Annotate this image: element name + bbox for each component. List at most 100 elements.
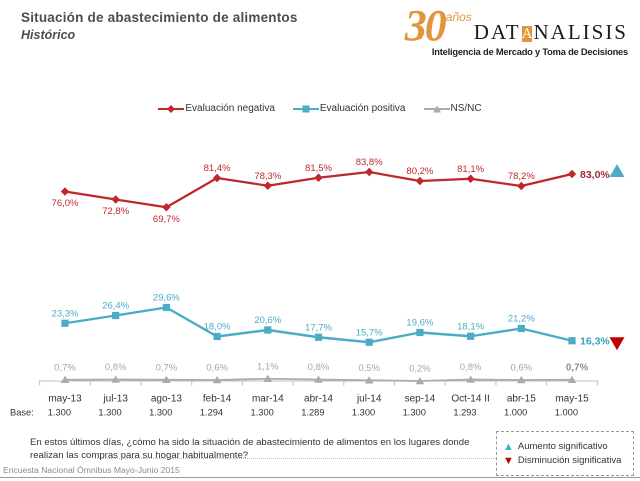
legend-triangle-icon bbox=[423, 105, 450, 112]
square-marker bbox=[162, 303, 170, 312]
logo-a-box-icon: A bbox=[521, 26, 533, 42]
data-label: 18,1% bbox=[457, 321, 484, 332]
series-2: 0,7% 0,8% 0,7% 0,6% 1,1% 0,8% 0,5% 0,2% 0,8% 0,6%… bbox=[54, 361, 589, 385]
diamond-marker bbox=[314, 173, 323, 182]
base-value: 1.300 bbox=[48, 408, 71, 418]
category-label: mar-14 bbox=[252, 394, 284, 405]
square-marker bbox=[213, 332, 221, 341]
base-value: 1.000 bbox=[555, 408, 578, 418]
triangle-marker bbox=[364, 376, 374, 384]
data-label: 83,0% bbox=[580, 169, 610, 181]
triangle-marker bbox=[162, 375, 171, 383]
legend-label: Evaluación positiva bbox=[319, 103, 406, 114]
data-label: 17,7% bbox=[305, 322, 332, 333]
data-label: 78,3% bbox=[254, 171, 281, 182]
significance-up-label: Aumento significativo bbox=[517, 441, 608, 452]
data-label: 15,7% bbox=[356, 327, 383, 338]
category-label: sep-14 bbox=[405, 394, 436, 405]
diamond-marker bbox=[111, 195, 120, 204]
data-label: 0,7% bbox=[54, 362, 76, 373]
triangle-marker bbox=[415, 377, 425, 385]
triangle-up-icon: ▲ bbox=[503, 440, 514, 453]
significance-up-item: ▲ Aumento significativo bbox=[503, 441, 633, 452]
dotted-divider bbox=[95, 458, 496, 459]
series-0: 76,0% 72,8% 69,7% 81,4% 78,3% 81,5% 83,8% 80,2%… bbox=[52, 157, 611, 225]
bottom-divider bbox=[0, 477, 640, 478]
data-label: 23,3% bbox=[52, 308, 79, 319]
base-value: 1.300 bbox=[149, 408, 172, 418]
category-label: jul-13 bbox=[102, 394, 128, 405]
triangle-marker bbox=[111, 375, 120, 383]
logo-name-part1: DAT bbox=[473, 20, 521, 44]
data-label: 81,4% bbox=[204, 163, 231, 174]
data-label: 26,4% bbox=[102, 301, 129, 312]
triangle-marker bbox=[263, 374, 273, 382]
diamond-marker bbox=[517, 181, 526, 191]
legend-label: NS/NC bbox=[450, 103, 482, 114]
square-marker bbox=[365, 338, 373, 346]
legend-square-icon bbox=[292, 105, 319, 112]
survey-question: En estos últimos días, ¿cómo ha sido la … bbox=[30, 437, 470, 461]
legend-item-1: Evaluación positiva bbox=[292, 103, 406, 114]
base-value: 1.289 bbox=[301, 408, 324, 418]
category-label: may-13 bbox=[48, 394, 82, 405]
source-note: Encuesta Nacional Ómnibus Mayo-Junio 201… bbox=[3, 465, 180, 475]
data-label: 19,6% bbox=[406, 318, 433, 329]
series-markers bbox=[61, 303, 576, 346]
significance-legend-box: ▲ Aumento significativo ▼ Disminución si… bbox=[496, 431, 634, 476]
data-label: 78,2% bbox=[508, 171, 535, 182]
data-label: 83,8% bbox=[356, 157, 383, 168]
category-labels: may-13 jul-13 ago-13 feb-14 mar-14 abr-14 jul-… bbox=[48, 394, 589, 405]
data-label: 16,3% bbox=[580, 336, 610, 348]
base-value: 1.300 bbox=[352, 408, 375, 418]
significant-decrease-icon bbox=[609, 337, 625, 351]
logo-name-part2: NALISIS bbox=[533, 20, 628, 44]
square-marker bbox=[416, 328, 424, 337]
triangle-marker bbox=[567, 375, 577, 383]
data-label: 69,7% bbox=[153, 214, 180, 225]
data-label: 81,5% bbox=[305, 163, 332, 174]
base-value: 1.293 bbox=[453, 408, 476, 418]
page-title: Situación de abastecimiento de alimentos bbox=[21, 10, 298, 25]
data-label: 0,8% bbox=[308, 362, 330, 373]
data-label: 20,6% bbox=[254, 315, 281, 326]
diamond-marker bbox=[60, 187, 70, 196]
significance-down-item: ▼ Disminución significativa bbox=[503, 455, 633, 466]
logo-anos-label: años bbox=[445, 10, 472, 24]
data-label: 80,2% bbox=[406, 166, 433, 177]
datanalisis-logo: 30 años DAT A NALISIS Inteligencia de Me… bbox=[405, 4, 628, 58]
logo-wordmark: 30 años DAT A NALISIS bbox=[405, 4, 628, 48]
base-value: 1.300 bbox=[251, 408, 274, 418]
base-row: Base: 1.300 1.300 1.300 1.294 1.300 1.289 1.300… bbox=[10, 408, 578, 418]
triangle-marker bbox=[314, 375, 323, 383]
diamond-marker bbox=[365, 167, 374, 177]
square-marker bbox=[264, 326, 272, 334]
significance-down-label: Disminución significativa bbox=[517, 455, 622, 466]
series-1: 23,3% 26,4% 29,6% 18,0% 20,6% 17,7% 15,7% 19,6%… bbox=[52, 293, 611, 348]
base-value: 1.000 bbox=[504, 408, 527, 418]
category-label: may-15 bbox=[555, 394, 589, 405]
category-label: Oct-14 II bbox=[451, 394, 489, 405]
category-label: abr-15 bbox=[507, 394, 536, 405]
base-value: 1.300 bbox=[98, 408, 121, 418]
data-label: 76,0% bbox=[52, 198, 79, 209]
chart-legend: Evaluación negativa Evaluación positiva NS… bbox=[0, 103, 640, 114]
square-marker bbox=[314, 333, 323, 341]
base-row-label: Base: bbox=[10, 408, 34, 418]
data-label: 29,6% bbox=[153, 293, 180, 304]
data-label: 72,8% bbox=[102, 206, 129, 217]
data-label: 21,2% bbox=[508, 314, 535, 325]
diamond-marker bbox=[162, 203, 171, 212]
data-label: 18,0% bbox=[204, 322, 231, 333]
logo-tagline: Inteligencia de Mercado y Toma de Decisi… bbox=[431, 47, 628, 57]
legend-item-0: Evaluación negativa bbox=[158, 103, 275, 114]
category-label: jul-14 bbox=[356, 394, 382, 405]
diamond-marker bbox=[466, 174, 475, 183]
base-value: 1.300 bbox=[403, 408, 426, 418]
diamond-marker bbox=[567, 169, 577, 179]
legend-item-2: NS/NC bbox=[423, 103, 482, 114]
data-label: 0,7% bbox=[566, 362, 589, 373]
diamond-marker bbox=[415, 176, 425, 186]
category-label: abr-14 bbox=[304, 394, 333, 405]
